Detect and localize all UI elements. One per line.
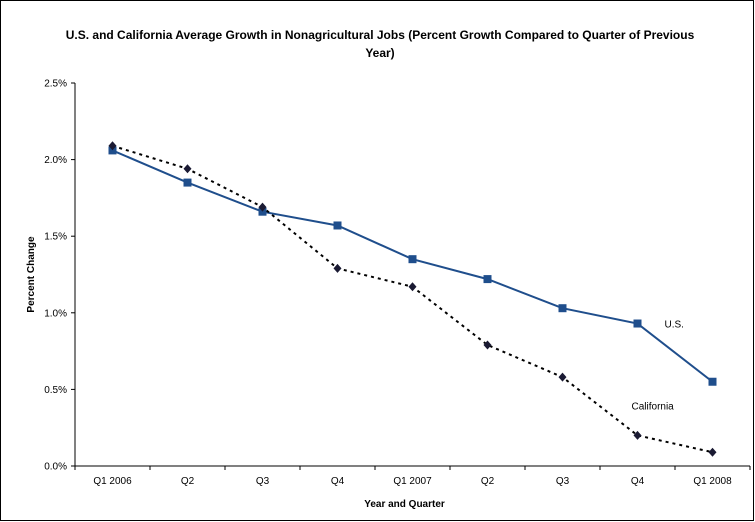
data-point-california [108, 141, 117, 151]
data-point-us [333, 221, 342, 230]
data-point-california [333, 263, 342, 273]
data-point-california [708, 447, 717, 457]
x-tick-label: Q3 [256, 476, 270, 487]
data-point-california [558, 372, 567, 382]
data-point-us [708, 377, 717, 386]
x-tick-label: Q1 2007 [393, 476, 432, 487]
x-tick-label: Q2 [481, 476, 495, 487]
data-point-us [108, 146, 117, 155]
data-point-california [483, 340, 492, 350]
data-point-california [183, 164, 192, 174]
x-tick-label: Q2 [181, 476, 195, 487]
y-tick-label: 0.5% [44, 385, 67, 396]
data-point-us [258, 207, 267, 216]
y-axis-title: Percent Change [26, 236, 37, 313]
y-tick-label: 1.0% [44, 308, 67, 319]
chart-title: U.S. and California Average Growth in No… [65, 28, 695, 60]
series-label-california: California [632, 401, 675, 412]
x-tick-label: Q1 2006 [93, 476, 132, 487]
data-point-california [633, 430, 642, 440]
data-point-us [558, 304, 567, 313]
data-point-us [183, 178, 192, 187]
x-tick-label: Q4 [631, 476, 645, 487]
series-line-california [112, 144, 713, 454]
y-tick-label: 0.0% [44, 462, 67, 473]
data-point-california [258, 202, 267, 212]
data-point-california [408, 282, 417, 292]
y-tick-label: 2.0% [44, 155, 67, 166]
x-tick-label: Q3 [556, 476, 570, 487]
series-label-us: U.S. [665, 320, 684, 331]
x-tick-label: Q1 2008 [693, 476, 732, 487]
x-axis-title: Year and Quarter [364, 499, 445, 510]
series-line-us [112, 149, 714, 383]
data-point-us [633, 319, 642, 328]
y-tick-label: 2.5% [44, 79, 67, 90]
data-point-us [483, 275, 492, 284]
x-tick-label: Q4 [331, 476, 345, 487]
y-tick-label: 1.5% [44, 232, 67, 243]
data-point-us [408, 255, 417, 264]
